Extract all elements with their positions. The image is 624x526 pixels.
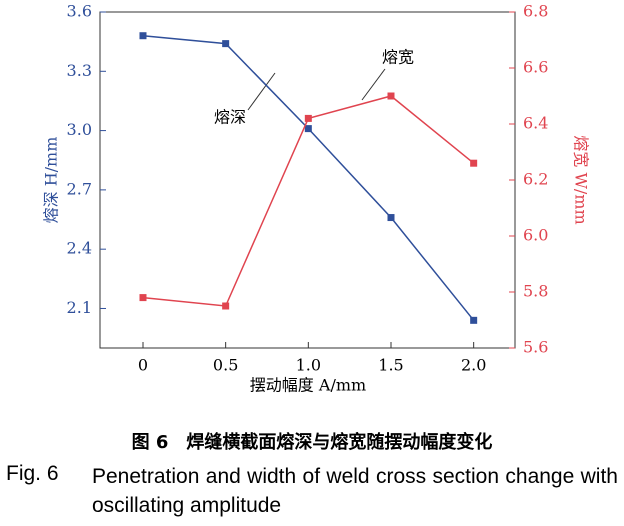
y2-tick-label: 6.4 xyxy=(523,114,548,133)
y2-tick-label: 5.6 xyxy=(523,338,548,357)
data-point xyxy=(387,92,395,100)
annotation-leader xyxy=(247,72,276,111)
data-point xyxy=(304,125,312,133)
data-point xyxy=(304,114,312,122)
data-point xyxy=(222,302,230,310)
y-tick-label: 3.6 xyxy=(67,2,92,21)
data-point xyxy=(470,316,478,324)
data-point xyxy=(139,294,147,302)
y-axis-label: 熔深 H/mm xyxy=(42,137,61,224)
annotation-leader xyxy=(361,68,386,101)
y-tick-label: 3.3 xyxy=(67,61,92,80)
y-tick-label: 2.1 xyxy=(67,298,92,317)
caption-cn: 图 6 焊缝横截面熔深与熔宽随摆动幅度变化 xyxy=(131,432,493,453)
y2-tick-label: 6.8 xyxy=(523,2,548,21)
series-line xyxy=(142,34,475,321)
y2-axis-label: 熔宽 W/mm xyxy=(572,135,591,224)
y2-tick-label: 5.8 xyxy=(523,282,548,301)
y2-tick-label: 6.6 xyxy=(523,58,548,77)
y2-tick-label: 6.0 xyxy=(523,226,548,245)
data-point xyxy=(222,40,230,48)
y-tick-label: 3.0 xyxy=(67,120,92,139)
y2-tick-label: 6.2 xyxy=(523,170,548,189)
x-tick-label: 0 xyxy=(138,356,148,375)
data-point xyxy=(470,159,478,167)
caption-en: Penetration and width of weld cross sect… xyxy=(92,465,618,517)
caption-label: Fig. 6 xyxy=(6,462,59,485)
plot-frame xyxy=(99,11,516,349)
series-annotation: 熔深 xyxy=(214,108,246,127)
x-tick-label: 0.5 xyxy=(213,356,238,375)
y-tick-label: 2.4 xyxy=(67,239,92,258)
x-tick-label: 2.0 xyxy=(461,356,486,375)
series-annotation: 熔宽 xyxy=(382,48,414,67)
y-tick-label: 2.7 xyxy=(67,179,92,198)
x-tick-label: 1.5 xyxy=(378,356,403,375)
x-axis-label: 摆动幅度 A/mm xyxy=(250,376,366,395)
chart: 摆动幅度 A/mm 熔深 H/mm 熔宽 W/mm 0 0.5 1.0 1.5 2.0 2… xyxy=(42,2,591,395)
x-tick-label: 1.0 xyxy=(296,356,321,375)
data-point xyxy=(139,32,147,40)
data-point xyxy=(387,214,395,222)
